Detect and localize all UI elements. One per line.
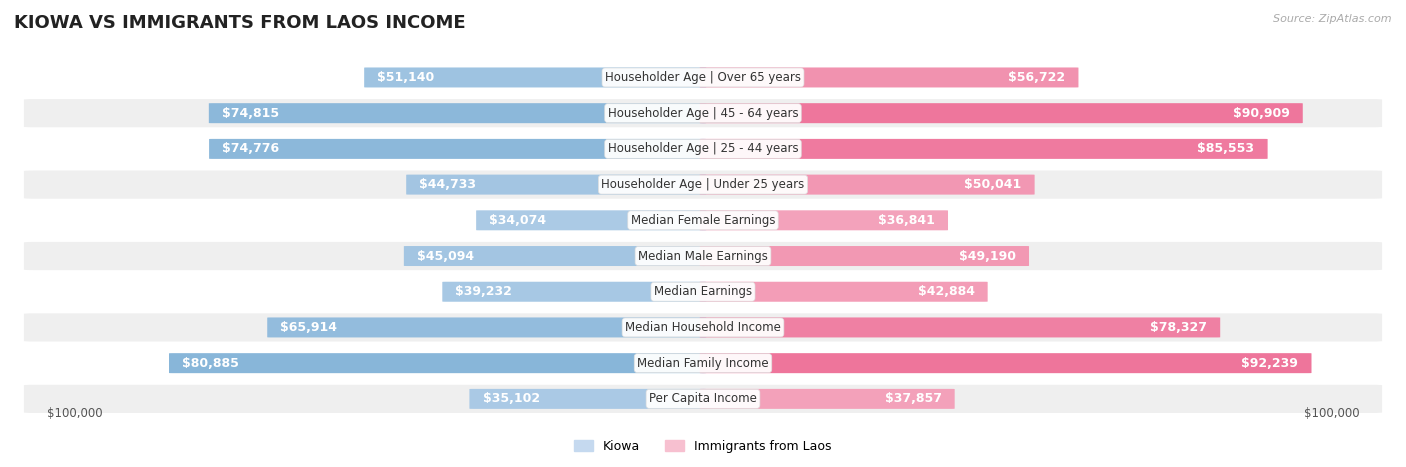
FancyBboxPatch shape: [364, 67, 706, 87]
FancyBboxPatch shape: [24, 242, 1382, 270]
Text: $92,239: $92,239: [1241, 357, 1298, 370]
FancyBboxPatch shape: [24, 313, 1382, 341]
Text: $42,884: $42,884: [918, 285, 974, 298]
Text: Median Male Earnings: Median Male Earnings: [638, 249, 768, 262]
FancyBboxPatch shape: [700, 318, 1220, 338]
FancyBboxPatch shape: [700, 103, 1303, 123]
Legend: Kiowa, Immigrants from Laos: Kiowa, Immigrants from Laos: [569, 435, 837, 458]
Text: $50,041: $50,041: [965, 178, 1022, 191]
FancyBboxPatch shape: [267, 318, 706, 338]
FancyBboxPatch shape: [24, 206, 1382, 234]
Text: $37,857: $37,857: [884, 392, 942, 405]
FancyBboxPatch shape: [700, 210, 948, 230]
Text: Householder Age | Over 65 years: Householder Age | Over 65 years: [605, 71, 801, 84]
Text: $45,094: $45,094: [418, 249, 474, 262]
FancyBboxPatch shape: [700, 246, 1029, 266]
FancyBboxPatch shape: [209, 139, 706, 159]
Text: $35,102: $35,102: [482, 392, 540, 405]
Text: $51,140: $51,140: [377, 71, 434, 84]
Text: $65,914: $65,914: [280, 321, 337, 334]
FancyBboxPatch shape: [700, 282, 987, 302]
Text: Householder Age | 25 - 44 years: Householder Age | 25 - 44 years: [607, 142, 799, 156]
Text: $100,000: $100,000: [1303, 407, 1360, 420]
Text: $34,074: $34,074: [489, 214, 547, 227]
Text: $56,722: $56,722: [1008, 71, 1066, 84]
FancyBboxPatch shape: [404, 246, 706, 266]
FancyBboxPatch shape: [700, 353, 1312, 373]
FancyBboxPatch shape: [700, 139, 1268, 159]
FancyBboxPatch shape: [24, 64, 1382, 92]
Text: Householder Age | 45 - 64 years: Householder Age | 45 - 64 years: [607, 106, 799, 120]
FancyBboxPatch shape: [209, 103, 706, 123]
FancyBboxPatch shape: [700, 389, 955, 409]
Text: $90,909: $90,909: [1233, 106, 1289, 120]
FancyBboxPatch shape: [24, 135, 1382, 163]
Text: $74,776: $74,776: [222, 142, 280, 156]
Text: $39,232: $39,232: [456, 285, 512, 298]
Text: Source: ZipAtlas.com: Source: ZipAtlas.com: [1274, 14, 1392, 24]
Text: Median Female Earnings: Median Female Earnings: [631, 214, 775, 227]
FancyBboxPatch shape: [443, 282, 706, 302]
Text: Median Earnings: Median Earnings: [654, 285, 752, 298]
FancyBboxPatch shape: [406, 175, 706, 195]
Text: KIOWA VS IMMIGRANTS FROM LAOS INCOME: KIOWA VS IMMIGRANTS FROM LAOS INCOME: [14, 14, 465, 32]
FancyBboxPatch shape: [700, 67, 1078, 87]
Text: $49,190: $49,190: [959, 249, 1017, 262]
FancyBboxPatch shape: [24, 385, 1382, 413]
FancyBboxPatch shape: [477, 210, 706, 230]
Text: $100,000: $100,000: [46, 407, 103, 420]
Text: Householder Age | Under 25 years: Householder Age | Under 25 years: [602, 178, 804, 191]
FancyBboxPatch shape: [470, 389, 706, 409]
Text: $80,885: $80,885: [183, 357, 239, 370]
FancyBboxPatch shape: [169, 353, 706, 373]
Text: $44,733: $44,733: [419, 178, 477, 191]
Text: Median Household Income: Median Household Income: [626, 321, 780, 334]
FancyBboxPatch shape: [24, 99, 1382, 127]
Text: $36,841: $36,841: [877, 214, 935, 227]
FancyBboxPatch shape: [24, 277, 1382, 306]
Text: $74,815: $74,815: [222, 106, 278, 120]
FancyBboxPatch shape: [24, 170, 1382, 199]
Text: $85,553: $85,553: [1198, 142, 1254, 156]
FancyBboxPatch shape: [700, 175, 1035, 195]
FancyBboxPatch shape: [24, 349, 1382, 377]
Text: Median Family Income: Median Family Income: [637, 357, 769, 370]
Text: Per Capita Income: Per Capita Income: [650, 392, 756, 405]
Text: $78,327: $78,327: [1150, 321, 1208, 334]
